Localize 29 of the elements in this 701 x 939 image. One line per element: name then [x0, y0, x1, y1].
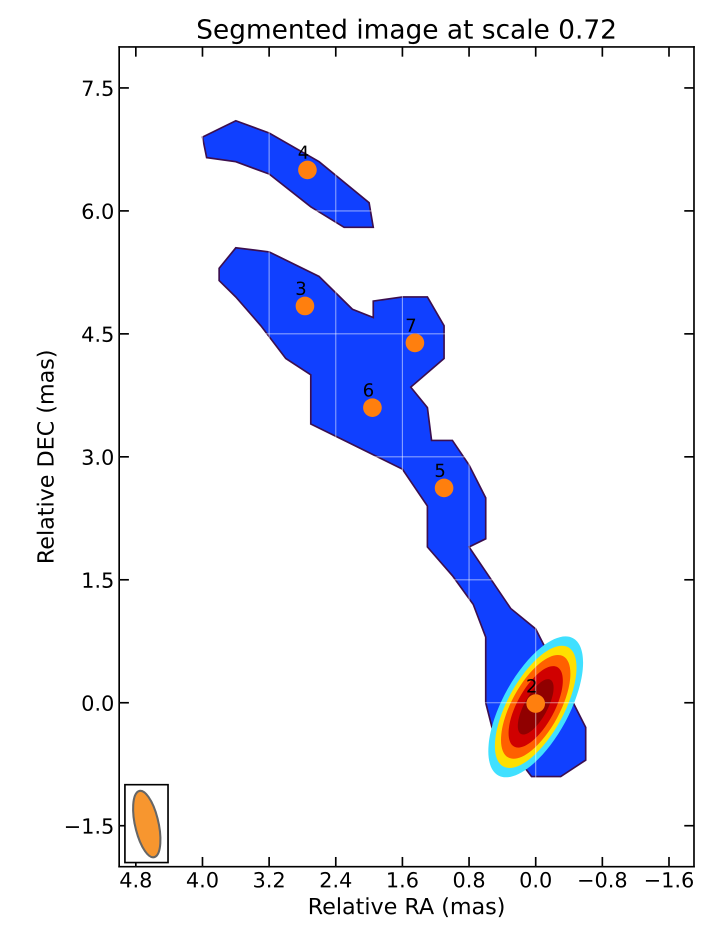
x-tick-label: −1.6	[646, 872, 693, 888]
y-axis-title: Relative DEC (mas)	[36, 351, 56, 562]
x-axis-title: Relative RA (mas)	[310, 897, 504, 918]
y-tick-label: 4.5	[82, 326, 112, 342]
y-tick-label: 1.5	[83, 572, 112, 588]
point	[296, 296, 314, 316]
x-tick-label: 1.6	[388, 872, 418, 888]
annotation: 6	[364, 383, 374, 397]
x-tick-label: 2.4	[320, 872, 352, 888]
point	[434, 478, 454, 498]
point	[363, 398, 382, 417]
annotation: 4	[298, 146, 308, 159]
x-tick-label: 3.2	[254, 872, 284, 888]
x-tick-label: 0.8	[454, 872, 484, 888]
annotation: 3	[296, 281, 306, 296]
x-tick-label: 4.8	[120, 872, 151, 888]
annotation: 7	[406, 318, 416, 332]
y-tick-label: 7.5	[82, 80, 112, 96]
y-tick-label: −1.5	[66, 818, 112, 834]
annotation: 5	[436, 464, 444, 478]
y-tick-label: 0.0	[82, 695, 113, 711]
y-tick-label: 3.0	[82, 449, 113, 466]
x-tick-label: −0.8	[579, 872, 626, 888]
point	[406, 334, 424, 352]
x-tick-label: 0.0	[520, 872, 551, 888]
x-tick-label: 4.0	[186, 872, 218, 888]
y-tick-label: 6.0	[82, 203, 113, 220]
chart-title: Segmented image at scale 0.72	[198, 18, 614, 44]
point	[298, 160, 317, 180]
